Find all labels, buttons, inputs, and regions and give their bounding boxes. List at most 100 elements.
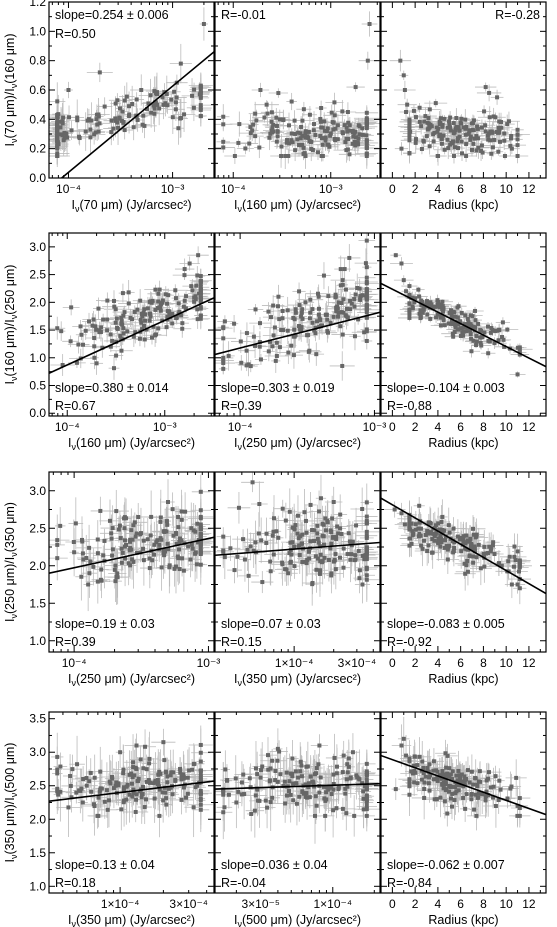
data-point [471,118,476,123]
data-point [457,128,462,133]
data-point [505,327,510,332]
data-point [324,312,329,317]
data-point [150,558,155,563]
data-point [343,140,348,145]
annotations: slope=-0.104 ± 0.003 R=-0.88 [387,381,505,413]
data-point [413,115,418,120]
data-point [92,336,97,341]
data-point [286,154,291,158]
data-point [270,533,275,538]
data-point [87,571,92,576]
data-point [69,305,74,310]
data-point [460,151,465,156]
data-point [260,580,265,585]
data-point [166,293,171,298]
data-point [496,338,501,343]
data-point [160,298,165,303]
data-point [364,281,369,286]
data-point [269,110,274,115]
data-point [198,524,203,529]
data-point [72,550,77,555]
data-point [427,107,432,112]
data-point [193,294,198,299]
data-point [476,145,481,150]
data-point [428,300,433,305]
x-ticks [51,233,212,416]
data-point [167,563,172,568]
data-point [412,300,417,305]
data-point [488,330,493,335]
data-point [453,314,458,319]
data-point [173,107,178,112]
data-point [174,531,179,536]
y-ticks [215,232,380,414]
data-point [474,134,479,139]
data-point [509,134,514,139]
data-point [320,125,325,130]
data-point [466,321,471,326]
data-point [198,545,203,550]
data-point [332,100,337,105]
data-point [483,129,488,134]
data-point [150,298,155,303]
r-annotation: R=0.15 [221,635,262,649]
plot-area [389,49,530,166]
data-point [500,320,505,325]
data-point [407,122,412,127]
data-point [257,344,262,349]
data-point [248,131,253,136]
data-point [293,307,298,312]
data-point [502,154,507,158]
data-point [257,502,262,507]
data-point [60,121,65,126]
data-point [247,141,252,146]
data-point [55,154,60,158]
data-point [325,126,330,131]
data-point [292,544,297,549]
data-point [350,539,355,544]
data-point [71,540,76,545]
data-point [364,535,369,540]
data-point [162,529,167,534]
data-point [464,329,469,334]
data-point [316,540,321,545]
data-point [293,148,298,153]
data-point [435,298,440,303]
data-point [319,106,324,111]
data-point [157,542,162,547]
x-tick-label: 0 [389,182,396,196]
data-point [139,320,144,325]
data-point [364,294,369,299]
data-point [307,316,312,321]
data-point [323,528,328,533]
data-point [221,145,226,150]
fit-line [215,541,380,557]
data-point [348,541,353,546]
data-point [119,336,124,341]
data-point [350,141,355,146]
data-point [221,114,226,119]
data-point [61,138,66,143]
data-point [364,151,369,156]
data-point [517,352,522,357]
data-point [468,134,473,139]
data-point [463,117,468,122]
data-point [251,122,256,127]
data-point [362,330,367,335]
data-point [161,102,166,107]
data-point [145,306,150,311]
data-point [307,348,312,353]
data-point [502,138,507,143]
data-point [398,58,403,63]
data-point [183,509,188,514]
data-point [328,320,333,325]
data-point [423,114,428,119]
data-point [438,323,443,328]
data-point [179,115,184,120]
data-point [317,571,322,576]
data-point [283,567,288,572]
data-point [299,328,304,333]
data-point [413,296,418,301]
data-point [364,140,369,145]
x-tick-label: 2 [412,182,419,196]
